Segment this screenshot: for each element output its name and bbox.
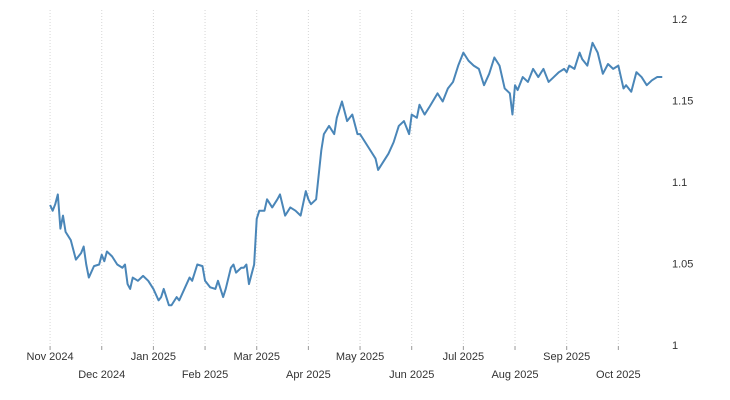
y-tick-label: 1.15 [672,95,693,107]
x-tick-label: May 2025 [336,351,384,363]
line [49,41,663,307]
x-tick-label: Aug 2025 [491,369,538,381]
x-tick-label: Mar 2025 [233,351,279,363]
x-tick-label: Sep 2025 [543,351,590,363]
x-tick-label: Dec 2024 [78,369,125,381]
y-tick-label: 1 [672,340,678,352]
x-tick-label: Feb 2025 [182,369,228,381]
x-tick-label: Apr 2025 [286,369,331,381]
x-tick-label: Jul 2025 [443,351,485,363]
x-tick-label: Nov 2024 [27,351,74,363]
y-tick-label: 1.2 [672,14,687,26]
x-tick-label: Oct 2025 [596,369,641,381]
x-tick-label: Jan 2025 [131,351,176,363]
x-tick-label: Jun 2025 [389,369,434,381]
y-tick-label: 1.05 [672,258,693,270]
y-tick-label: 1.1 [672,177,687,189]
